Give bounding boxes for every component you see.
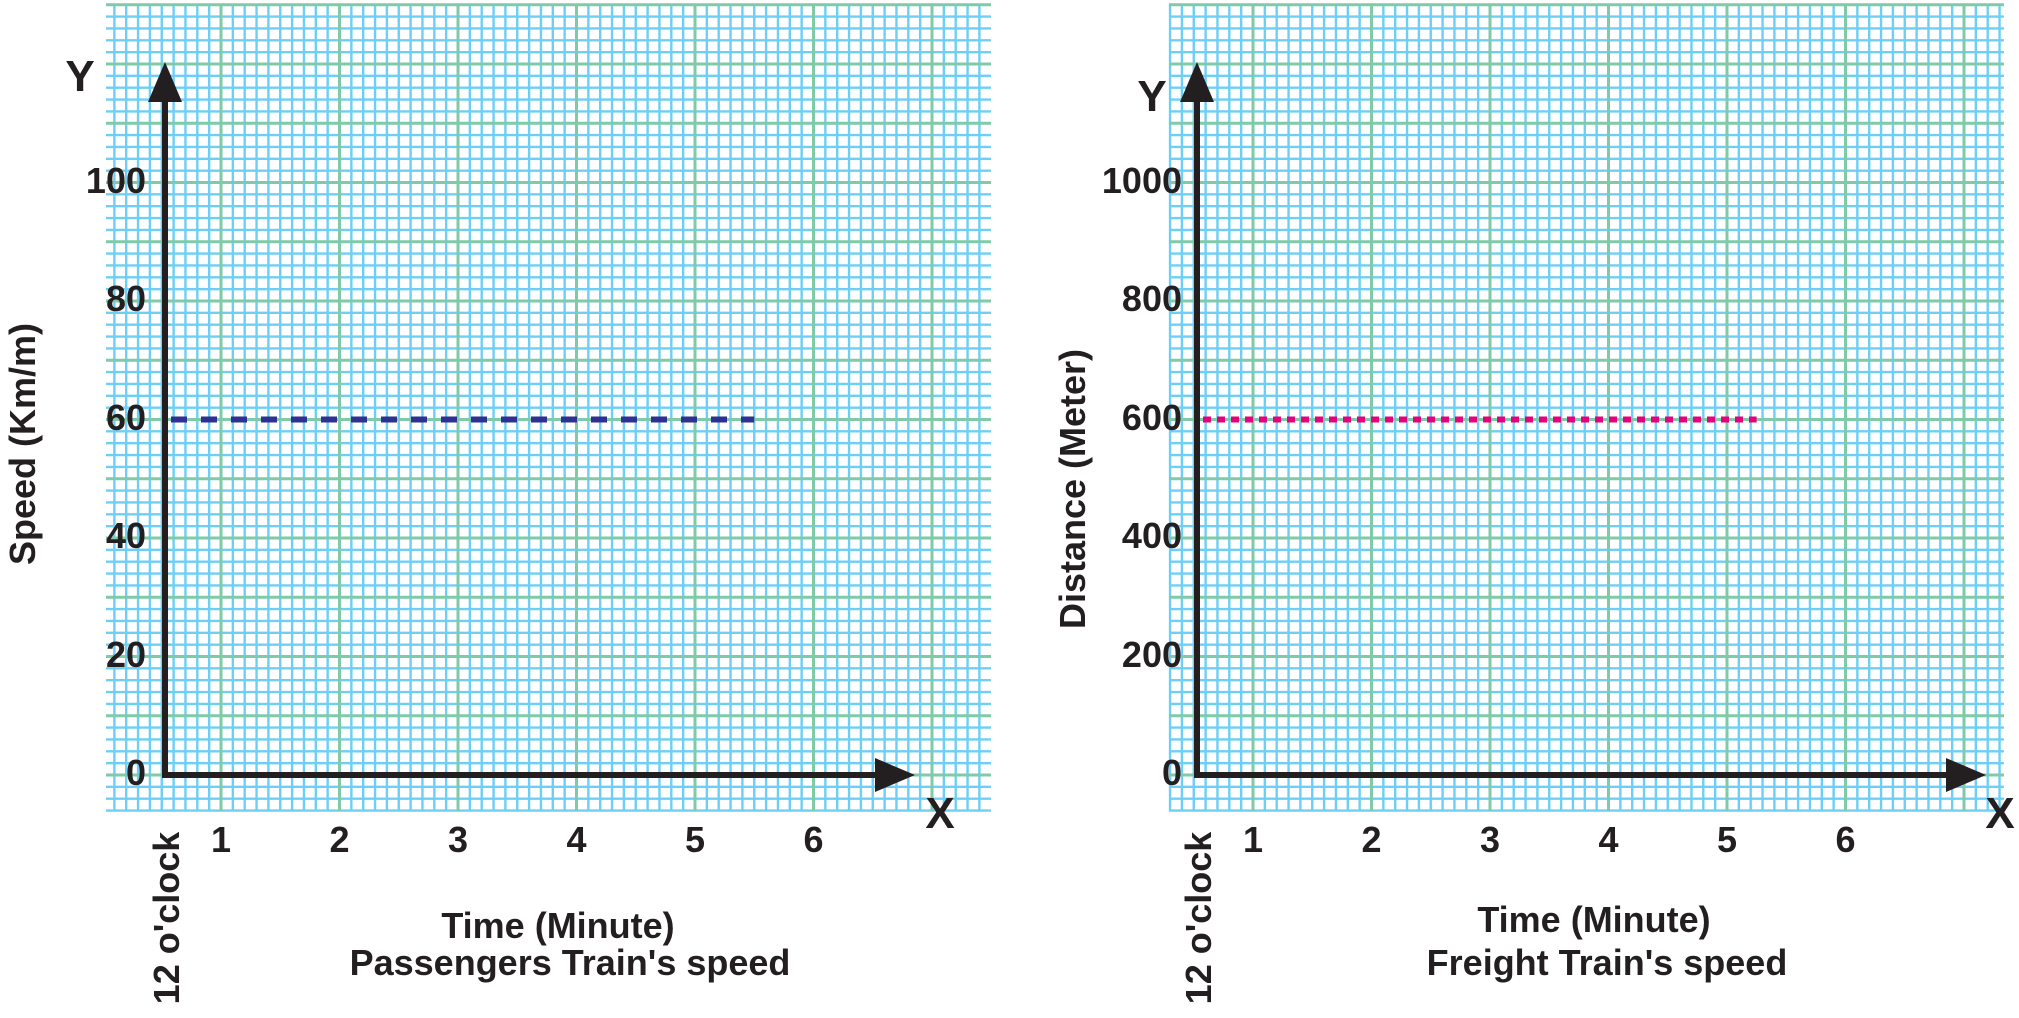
x-origin-label: 12 o'clock xyxy=(146,831,187,1005)
y-tick-label: 600 xyxy=(1121,396,1182,438)
x-origin-label: 12 o'clock xyxy=(1178,831,1219,1005)
y-tick-label: 60 xyxy=(105,396,146,438)
y-tick-label: 40 xyxy=(105,515,146,556)
y-tick-label: 1000 xyxy=(1101,159,1182,201)
y-axis-letter: Y xyxy=(65,52,95,101)
x-tick-label: 4 xyxy=(1598,819,1619,860)
x-axis-letter: X xyxy=(1985,789,2015,838)
y-tick-label: 20 xyxy=(105,633,146,675)
y-axis-title: Distance (Meter) xyxy=(1052,348,1093,630)
x-tick-label: 1 xyxy=(210,819,232,860)
x-tick-label: 2 xyxy=(329,819,350,860)
x-tick-label: 3 xyxy=(447,819,469,860)
x-tick-label: 6 xyxy=(803,819,824,860)
x-axis-letter: X xyxy=(925,789,955,838)
x-tick-label: 3 xyxy=(1479,819,1501,860)
y-axis-arrow xyxy=(148,62,182,102)
chart-title: Passengers Train's speed xyxy=(349,942,791,983)
y-tick-label: 400 xyxy=(1121,515,1182,556)
x-axis-title: Time (Minute) xyxy=(1477,899,1711,940)
chart-title: Freight Train's speed xyxy=(1426,942,1788,983)
y-tick-label: 0 xyxy=(125,752,146,793)
x-tick-label: 5 xyxy=(684,819,706,860)
y-axis-letter: Y xyxy=(1137,72,1167,121)
y-axis-arrow xyxy=(1180,62,1214,102)
x-axis-title: Time (Minute) xyxy=(441,905,675,946)
x-axis-arrow xyxy=(875,758,915,792)
y-tick-label: 200 xyxy=(1121,633,1182,675)
x-tick-label: 2 xyxy=(1361,819,1382,860)
y-tick-label: 100 xyxy=(85,159,146,201)
x-tick-label: 5 xyxy=(1716,819,1738,860)
y-tick-label: 800 xyxy=(1121,278,1182,319)
x-axis-arrow xyxy=(1946,758,1986,792)
x-tick-label: 1 xyxy=(1242,819,1264,860)
x-tick-label: 4 xyxy=(566,819,587,860)
y-tick-label: 80 xyxy=(105,278,146,319)
y-axis-title: Speed (Km/m) xyxy=(2,322,43,566)
x-tick-label: 6 xyxy=(1835,819,1856,860)
y-tick-label: 0 xyxy=(1161,752,1182,793)
